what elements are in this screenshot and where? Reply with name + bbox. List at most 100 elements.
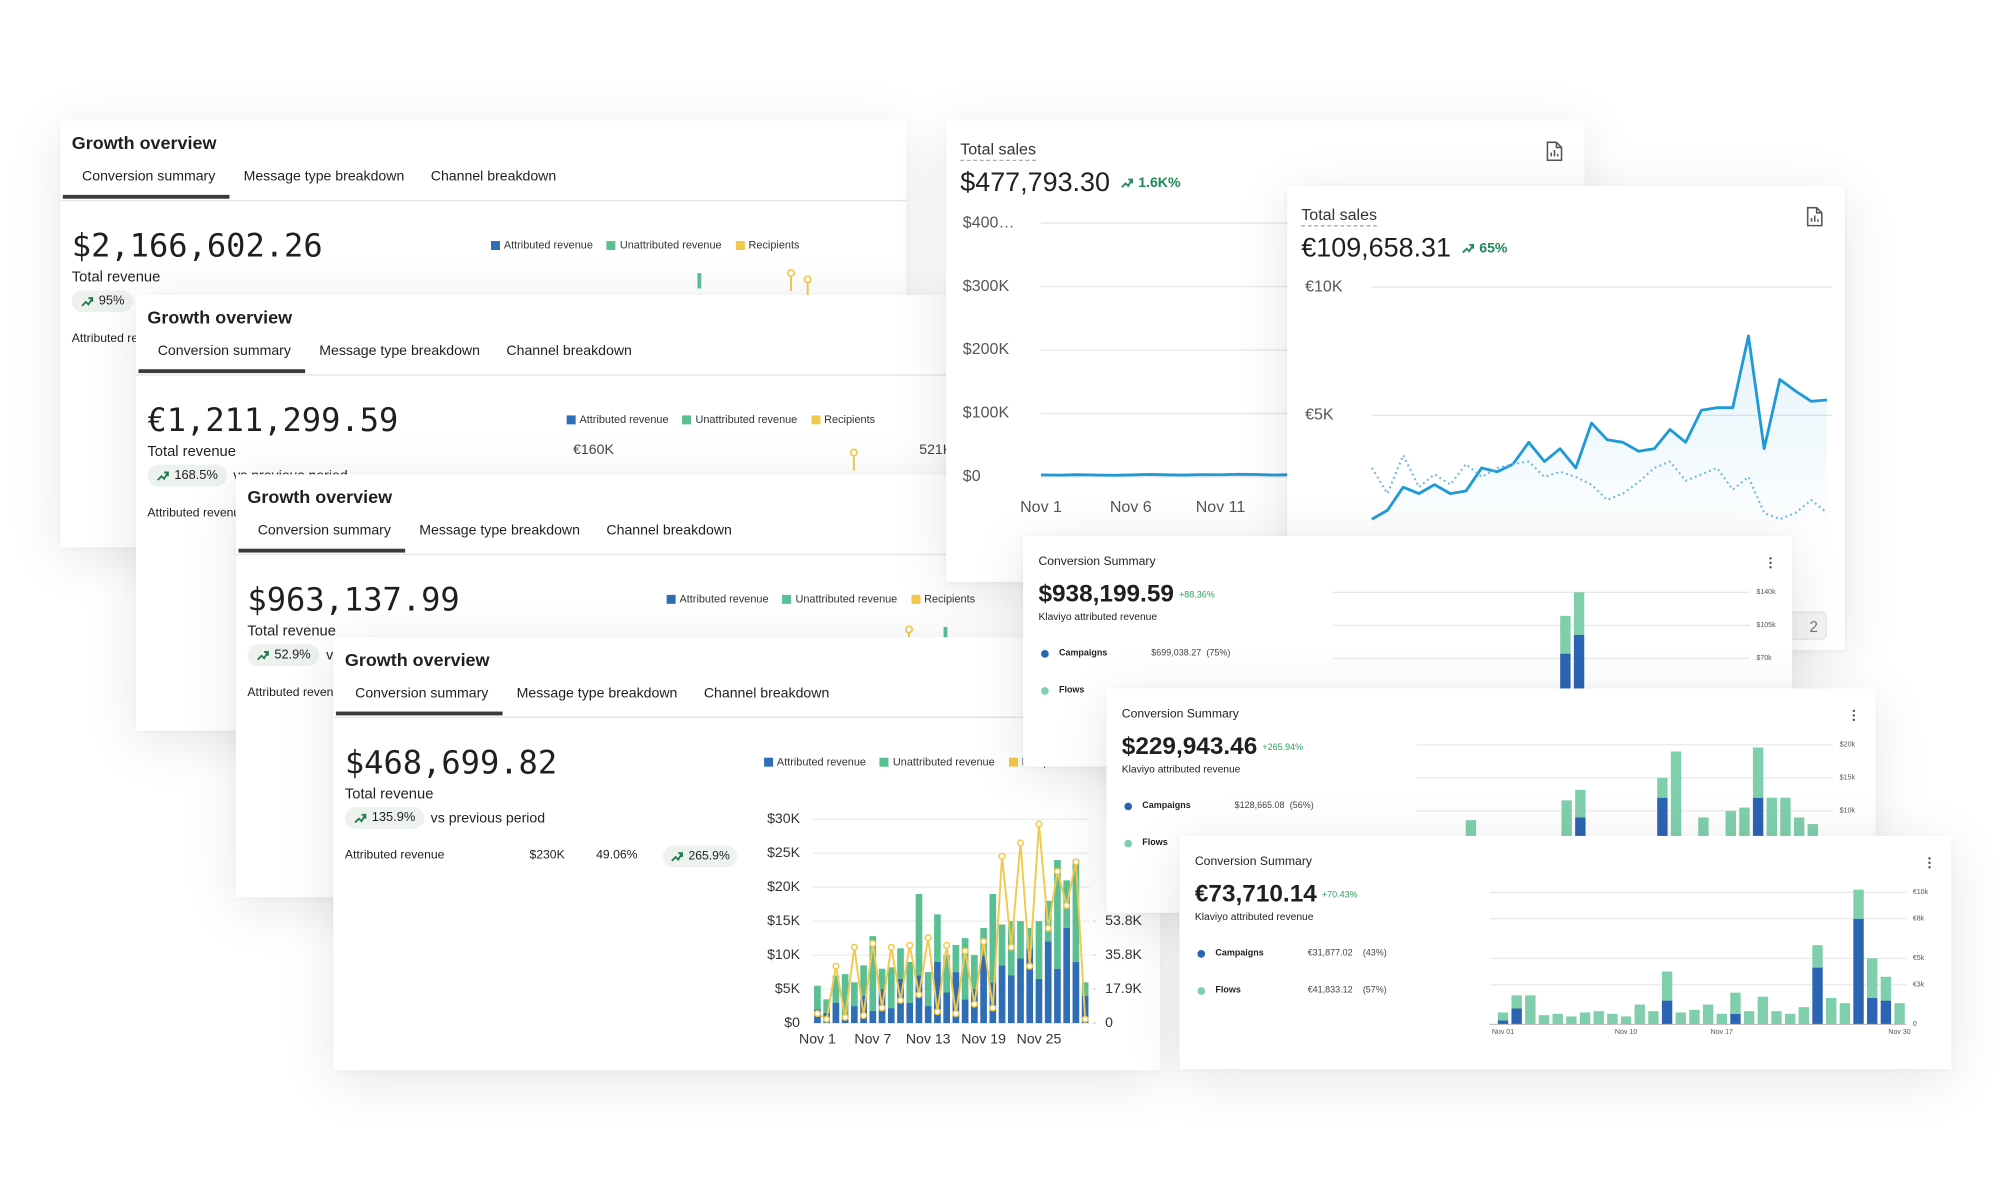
line-point [970,1000,978,1008]
tab[interactable]: Channel breakdown [506,343,632,359]
tab-divider [235,553,1031,556]
export-icon[interactable] [1805,206,1823,227]
total-row: $477,793.30 1.6K% [960,168,1180,199]
more-menu-icon[interactable] [1768,556,1773,569]
bar-segment [1812,945,1823,968]
arrow-head [264,650,269,656]
y-tick-label: €5K [1305,406,1334,424]
legend-swatch [491,240,500,250]
bar-segment [1560,615,1571,654]
bar-segment [1566,1016,1577,1025]
conversion-summary-card: Conversion Summary €73,710.14 +70.43% Klavi… [1179,835,1952,1070]
bar-segment [971,955,978,990]
tab[interactable]: Conversion summary [257,523,391,539]
bar-segment [1825,997,1837,1025]
series-share: (57%) [1362,986,1387,996]
card-title: Conversion Summary [1121,707,1239,722]
series-label: Flows [1215,986,1241,996]
bar-segment [906,961,914,1003]
bar-segment [1573,634,1585,725]
menu-dot [1928,861,1931,864]
legend-label: Recipients [748,238,800,252]
tab[interactable]: Message type breakdown [516,685,678,702]
tab[interactable]: Channel breakdown [430,169,557,185]
y-tick-label: $105k [1756,622,1776,629]
trend-arrow-icon [81,296,94,306]
bar-segment [841,974,849,1015]
series-dot [1197,949,1206,958]
chart-fragment [849,448,858,471]
tab[interactable]: Channel breakdown [606,523,732,539]
tab[interactable]: Channel breakdown [703,685,830,702]
bar-segment [1511,1008,1522,1025]
change-pill: 95% [71,290,134,313]
x-tick-label: Nov 19 [961,1030,1006,1046]
bar-segment [1670,751,1682,838]
bar-segment [924,972,932,1007]
more-menu-icon[interactable] [1927,856,1932,869]
bar-segment [1657,777,1668,798]
menu-dot [1769,557,1772,560]
trend-arrow-icon [1120,178,1133,188]
bar-segment [1689,1009,1700,1025]
total-value: $2,166,602.26 [71,227,323,265]
y-tick-label: €10k [1913,889,1929,896]
tab[interactable]: Message type breakdown [243,169,405,185]
bar-segment [1766,797,1777,864]
card-title: Conversion Summary [1194,854,1312,869]
bar-segment [1675,1012,1686,1025]
change-value: 135.9% [371,810,416,825]
row-label: Attributed revenue [344,848,445,863]
bar-segment [832,975,840,1003]
chart-fragment [697,269,812,298]
change-value: +88.36% [1179,590,1215,600]
bar-line-chart: $0 $5K $10K $15K $20K $25K $30K 0 17.9K 35.8K 53.8… [767,810,1142,1047]
line-point [924,934,932,942]
x-tick-label: Nov 01 [1492,1029,1514,1036]
total-row: $229,943.46 +265.94% [1122,733,1303,761]
bar-segment [1017,921,1024,959]
tab[interactable]: Conversion summary [355,685,489,702]
line-point [859,1011,868,1020]
bar-segment [851,1006,858,1024]
subtitle: Klaviyo attributed revenue [1038,611,1158,623]
y-tick-label: €5k [1913,955,1925,962]
active-tab-underline [62,194,230,199]
more-menu-icon[interactable] [1851,709,1856,722]
tab[interactable]: Message type breakdown [319,343,480,359]
pin-dot [786,269,796,278]
y-tick-label: $70k [1756,655,1772,662]
bar-segment [1661,1000,1673,1025]
bar-segment [1730,992,1741,1014]
bar-segment [943,992,950,1024]
trend-arrow-icon [354,813,367,823]
bar-segment [934,961,941,1024]
arrow-head [1468,243,1474,249]
series-label: Campaigns [1142,801,1191,811]
bar-segment [906,1002,914,1024]
series-total: €31,877.02 [1307,948,1353,958]
tab[interactable]: Message type breakdown [419,523,580,539]
row-value: $230K [529,848,565,863]
change-pill: 52.9% [247,644,320,667]
bar-segment [1607,1013,1618,1025]
legend-label: Attributed revenue [776,755,866,768]
bar-segment [1752,747,1764,798]
series-share: (56%) [1289,801,1314,811]
tab[interactable]: Conversion summary [82,169,216,185]
bar-segment [1853,889,1864,919]
tab[interactable]: Conversion summary [157,343,291,359]
bar-segment [1593,1011,1604,1025]
bar-segment [1035,978,1043,1024]
bar-segment [1743,1011,1755,1025]
line-point [813,1010,822,1018]
export-icon[interactable] [1545,141,1563,162]
line-series [1370,454,1828,521]
bar-segment [1716,1013,1727,1025]
series-total: €41,833.12 [1307,986,1353,996]
bar-segment [1063,927,1070,1024]
bar-segment [998,965,1006,1024]
subtitle: Klaviyo attributed revenue [1121,763,1241,776]
legend-swatch [607,240,616,250]
pin-dot [849,448,858,457]
